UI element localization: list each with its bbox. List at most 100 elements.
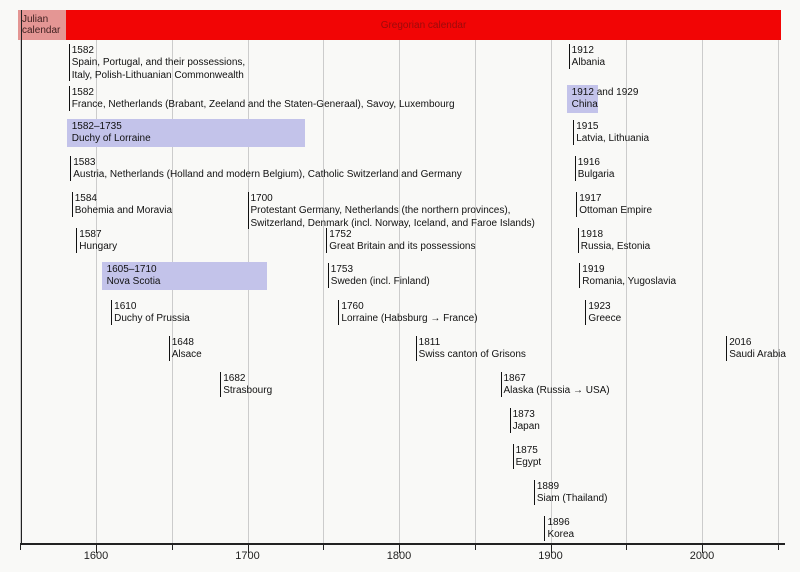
event-year: 1919 [582,264,605,275]
event-tick [585,300,587,325]
event-name: Russia, Estonia [580,241,651,253]
event-name: Romania, Yugoslavia [582,276,677,288]
event-name: Strasbourg [223,385,273,397]
event-name: Ottoman Empire [579,205,653,217]
event-tick [577,228,579,253]
event-name: Hungary [79,241,118,253]
axis-year-label: 1900 [538,550,563,562]
event-year: 1873 [512,409,535,420]
event-year: 1584 [74,193,97,204]
event: 1752 Great Britain and its possessions [329,229,475,254]
event-year: 1583 [73,157,96,168]
event-year: 1682 [223,373,246,384]
event-name: Latvia, Lithuania [576,133,650,145]
event-tick [573,120,575,145]
event: 1875 Egypt [516,445,542,470]
gridline [777,40,779,543]
event: 1915 Latvia, Lithuania [576,121,649,146]
event: 1867 Alaska (Russia → USA) [504,373,610,398]
axis-year-label: 1600 [83,550,109,562]
event: 1610 Duchy of Prussia [114,301,190,326]
event-name: Duchy of Lorraine [71,133,151,145]
axis-minor-tick [777,545,779,550]
event-name: Sweden (incl. Finland) [330,276,430,288]
event-name: Spain, Portugal, and their possessions, [71,57,246,69]
axis-minor-tick [474,545,476,550]
event-tick [220,372,222,397]
axis-major-tick [399,545,400,553]
event-name: Alaska (Russia → USA) [503,385,610,397]
event: 1919 Romania, Yugoslavia [582,264,676,289]
gridline [96,40,97,543]
event-year: 1752 [329,229,352,240]
event-name: Switzerland, Denmark (incl. Norway, Icel… [250,217,535,229]
event: 1587 Hungary [79,229,117,254]
event: 1582–1735 Duchy of Lorraine [72,121,151,146]
axis-major-tick [96,545,97,553]
event-tick [326,228,328,253]
event-tick [579,263,581,288]
event-year: 1582 [71,87,94,98]
event: 1873 Japan [513,409,540,434]
event-name: Nova Scotia [106,276,161,288]
event-year: 1811 [418,337,441,348]
gregorian-calendar-label: Gregorian calendar [380,19,467,31]
event-name: Italy, Polish-Lithuanian Commonwealth [71,69,244,81]
event-year: 1610 [114,301,137,312]
event-tick [500,372,502,397]
event-name: Greece [588,313,622,325]
event-name: Japan [512,421,540,433]
event-name: Alsace [171,349,202,361]
axis-major-tick [247,545,249,553]
event-year: 1753 [330,264,354,275]
event: 2016 Saudi Arabia [729,337,786,362]
event: 1753 Sweden (incl. Finland) [331,264,430,289]
event: 1916 Bulgaria [578,157,615,182]
event-tick [247,192,249,230]
event-name: Swiss canton of Grisons [418,349,526,361]
gridline [550,40,552,543]
event: 1682 Strasbourg [223,373,272,398]
event-year: 1923 [588,301,611,312]
event-year: 1915 [576,121,599,132]
event: 1917 Ottoman Empire [579,193,652,218]
event: 1923 Greece [588,301,621,326]
event-tick [338,300,340,325]
axis-minor-tick [626,545,628,550]
axis-year-label: 1700 [235,550,260,562]
event-name: Saudi Arabia [729,349,786,361]
axis-major-tick [702,545,703,553]
event-tick [544,516,546,541]
event-year: 2016 [729,337,752,348]
event-tick [576,192,578,217]
x-axis-line [20,543,786,545]
axis-year-label: 2000 [689,550,715,562]
event: 1896 Korea [547,517,574,542]
event-name: China [571,99,598,111]
axis-year-label: 1800 [386,550,412,562]
event-year: 1867 [503,373,526,384]
event-year: 1582 [71,45,94,56]
event: 1648 Alsace [172,337,202,362]
event-name: Great Britain and its possessions [329,241,476,253]
julian-calendar-label: Julian calendar [22,14,61,36]
gridline [702,40,703,543]
event-year: 1912 and 1929 [571,87,639,98]
event-name: Austria, Netherlands (Holland and modern… [73,169,462,181]
axis-minor-tick [171,545,173,550]
event-name: Siam (Thailand) [536,493,608,505]
gridline [247,40,249,543]
event-year: 1760 [341,301,364,312]
event-year: 1917 [579,193,602,204]
event-year: 1889 [536,481,560,492]
range-highlight [66,119,305,147]
event: 1700 Protestant Germany, Netherlands (the… [251,193,535,230]
event-name: Duchy of Prussia [114,313,190,325]
gridline [474,40,476,543]
event-year: 1582–1735 [71,121,122,132]
range-highlight [566,85,599,113]
event-name: Bulgaria [577,169,615,181]
event-name: Bohemia and Moravia [74,205,173,217]
julian-calendar-band: Julian calendar [18,10,66,40]
